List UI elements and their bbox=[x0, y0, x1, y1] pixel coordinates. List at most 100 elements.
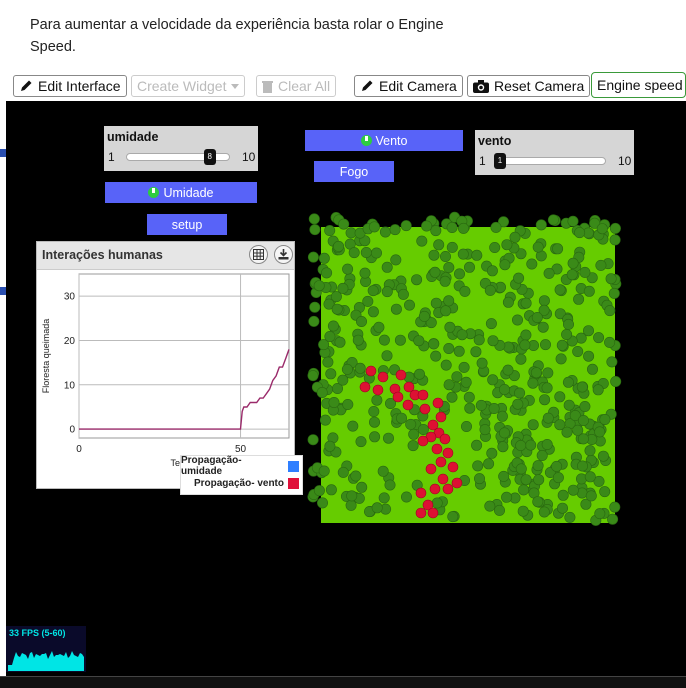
fire bbox=[422, 499, 434, 511]
tree bbox=[554, 391, 566, 403]
tree bbox=[592, 384, 604, 396]
tree bbox=[498, 216, 510, 228]
fire bbox=[431, 443, 443, 455]
tree bbox=[502, 296, 514, 308]
tree bbox=[369, 431, 381, 443]
tree bbox=[371, 394, 383, 406]
fire bbox=[435, 411, 447, 423]
tree bbox=[490, 221, 502, 233]
table-icon[interactable] bbox=[249, 245, 268, 264]
tree bbox=[579, 401, 591, 413]
y-tick-label: 0 bbox=[69, 425, 75, 436]
vento-slider[interactable]: vento 1 1 10 bbox=[475, 130, 634, 175]
y-tick-label: 10 bbox=[64, 380, 76, 391]
edit-interface-button[interactable]: Edit Interface bbox=[13, 75, 127, 97]
fire bbox=[419, 403, 431, 415]
slider-track[interactable] bbox=[126, 153, 230, 161]
tree bbox=[527, 377, 539, 389]
tree bbox=[474, 473, 486, 485]
tree bbox=[384, 479, 396, 491]
tree bbox=[501, 491, 513, 503]
setup-button-label: setup bbox=[171, 217, 203, 232]
tree bbox=[532, 241, 544, 253]
tree bbox=[561, 329, 573, 341]
edit-camera-button[interactable]: Edit Camera bbox=[354, 75, 463, 97]
pencil-icon bbox=[19, 79, 33, 93]
series-line bbox=[79, 349, 290, 430]
tree bbox=[593, 332, 605, 344]
tree bbox=[599, 486, 611, 498]
umidade-slider[interactable]: umidade 1 8 10 bbox=[104, 126, 258, 171]
tree bbox=[552, 472, 564, 484]
tree bbox=[535, 219, 547, 231]
fogo-button[interactable]: Fogo bbox=[314, 161, 394, 182]
tree bbox=[416, 235, 428, 247]
tree bbox=[470, 346, 482, 358]
tree bbox=[583, 350, 595, 362]
tree bbox=[566, 269, 578, 281]
pencil-icon bbox=[360, 79, 374, 93]
umidade-button[interactable]: Umidade bbox=[105, 182, 257, 203]
plot-legend: Propagação- umidade Propagação- vento bbox=[180, 455, 303, 495]
tree bbox=[440, 359, 452, 371]
tree bbox=[489, 241, 501, 253]
clear-all-button[interactable]: Clear All bbox=[256, 75, 337, 97]
tree bbox=[397, 288, 409, 300]
tree bbox=[531, 312, 543, 324]
tree bbox=[309, 224, 321, 236]
tree bbox=[323, 298, 335, 310]
tree bbox=[486, 265, 498, 277]
slider-name: vento bbox=[478, 134, 512, 148]
fire bbox=[417, 389, 429, 401]
tree bbox=[458, 222, 470, 234]
tree bbox=[331, 383, 343, 395]
tree bbox=[607, 513, 619, 525]
tree bbox=[355, 436, 367, 448]
x-tick-label: 0 bbox=[76, 444, 82, 455]
setup-button[interactable]: setup bbox=[147, 214, 227, 235]
tree bbox=[379, 226, 391, 238]
trash-icon bbox=[262, 80, 273, 93]
tree bbox=[360, 246, 372, 258]
tree bbox=[373, 321, 385, 333]
tree bbox=[368, 416, 380, 428]
tree bbox=[381, 350, 393, 362]
plot-header: Interações humanas bbox=[37, 242, 294, 270]
tree bbox=[390, 254, 402, 266]
create-widget-button[interactable]: Create Widget bbox=[131, 75, 246, 97]
tree bbox=[370, 247, 382, 259]
tree bbox=[569, 410, 581, 422]
tree bbox=[547, 214, 559, 226]
y-tick-label: 20 bbox=[64, 336, 76, 347]
fire bbox=[377, 371, 389, 383]
tree bbox=[525, 439, 537, 451]
forest-world[interactable] bbox=[307, 211, 622, 526]
tree bbox=[337, 374, 349, 386]
tree bbox=[333, 240, 345, 252]
tree bbox=[325, 368, 337, 380]
tree bbox=[542, 367, 554, 379]
tree bbox=[429, 266, 441, 278]
tree bbox=[475, 399, 487, 411]
tree bbox=[563, 318, 575, 330]
slider-track[interactable] bbox=[495, 157, 606, 165]
tree bbox=[378, 334, 390, 346]
tree bbox=[327, 320, 339, 332]
slider-thumb[interactable]: 1 bbox=[494, 153, 506, 169]
tree bbox=[354, 362, 366, 374]
fogo-button-label: Fogo bbox=[339, 164, 369, 179]
tree bbox=[579, 266, 591, 278]
plot-title: Interações humanas bbox=[42, 248, 163, 262]
tree bbox=[404, 299, 416, 311]
slider-thumb[interactable]: 8 bbox=[203, 149, 216, 165]
tree bbox=[499, 427, 511, 439]
tree bbox=[318, 465, 330, 477]
fps-area bbox=[8, 651, 84, 671]
vento-button[interactable]: Vento bbox=[305, 130, 463, 151]
engine-speed-control[interactable]: Engine speed bbox=[591, 72, 686, 98]
download-icon[interactable] bbox=[274, 245, 293, 264]
reset-camera-button[interactable]: Reset Camera bbox=[467, 75, 591, 97]
tree bbox=[425, 317, 437, 329]
legend-item: Propagação- vento bbox=[194, 476, 299, 490]
tree bbox=[606, 356, 618, 368]
